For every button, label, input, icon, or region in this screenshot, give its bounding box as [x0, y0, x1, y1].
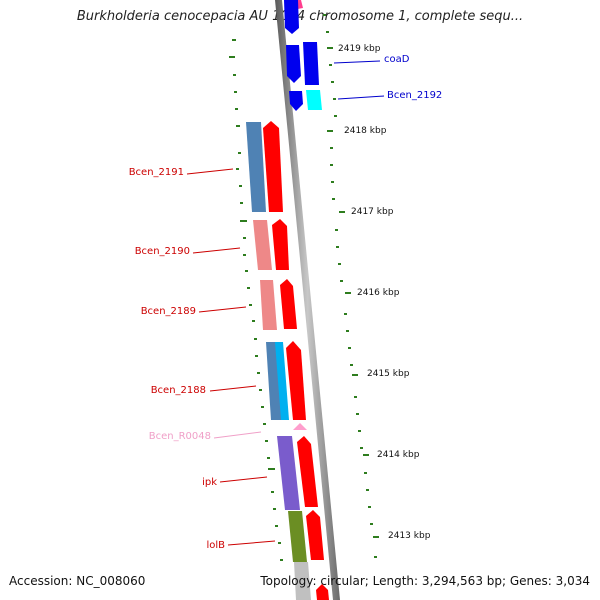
- gene-label-Bcen_R0048: Bcen_R0048: [149, 431, 211, 442]
- gene-label-Bcen_2189: Bcen_2189: [141, 306, 196, 317]
- scale-label: 2415 kbp: [367, 369, 410, 379]
- gene-grey-bottom: [294, 562, 311, 600]
- scale-label: 2416 kbp: [357, 288, 400, 298]
- gene-red-1: [263, 121, 283, 212]
- gene-red-5: [297, 436, 318, 507]
- gene-ipk: [277, 436, 300, 510]
- gene-pink-small: [293, 423, 307, 430]
- gene-coaD-arrow: [286, 45, 301, 83]
- gene-label-Bcen_2191: Bcen_2191: [129, 167, 184, 178]
- gene-blue-top: [284, 0, 299, 34]
- gene-Bcen_2192-arrow: [289, 91, 303, 111]
- gene-label-ipk: ipk: [202, 477, 217, 488]
- gene-label-coaD: coaD: [384, 54, 410, 65]
- gene-red-2: [272, 219, 289, 270]
- gene-Bcen_2189: [260, 280, 277, 330]
- gene-red-7: [316, 584, 329, 600]
- reverse-strand-genes: [246, 0, 311, 600]
- scale-tick-marks: [323, 14, 379, 558]
- map-title: Burkholderia cenocepacia AU 1054 chromos…: [76, 9, 524, 24]
- outer-tick-marks: [229, 39, 283, 561]
- topology-label: Topology: circular; Length: 3,294,563 bp…: [260, 574, 590, 588]
- scale-label: 2419 kbp: [338, 44, 381, 54]
- gene-label-Bcen_2188: Bcen_2188: [151, 385, 206, 396]
- scale-labels: 2419 kbp 2418 kbp 2417 kbp 2416 kbp 2415…: [338, 44, 431, 541]
- accession-label: Accession: NC_008060: [9, 574, 146, 588]
- scale-label: 2418 kbp: [344, 126, 387, 136]
- gene-Bcen_2190: [253, 220, 272, 270]
- gene-red-4: [286, 341, 306, 420]
- gene-red-6: [306, 510, 324, 560]
- gene-Bcen_2191: [246, 122, 266, 212]
- gene-label-Bcen_2192: Bcen_2192: [387, 90, 442, 101]
- scale-label: 2413 kbp: [388, 531, 431, 541]
- gene-labels: coaD Bcen_2192 Bcen_2191 Bcen_2190 Bcen_…: [129, 54, 443, 551]
- gene-Bcen_2188-cyan: [275, 342, 289, 420]
- gene-coaD-block: [303, 42, 319, 85]
- forward-strand-genes: [263, 0, 329, 600]
- gene-lolB: [288, 511, 307, 562]
- gene-label-Bcen_2190: Bcen_2190: [135, 246, 190, 257]
- gene-Bcen_2192-block: [306, 90, 322, 110]
- label-leader-lines: [186, 60, 385, 546]
- gene-label-lolB: lolB: [206, 540, 225, 551]
- gene-red-3: [280, 279, 297, 329]
- scale-label: 2414 kbp: [377, 450, 420, 460]
- chromosome-backbone: [275, 0, 340, 600]
- scale-label: 2417 kbp: [351, 207, 394, 217]
